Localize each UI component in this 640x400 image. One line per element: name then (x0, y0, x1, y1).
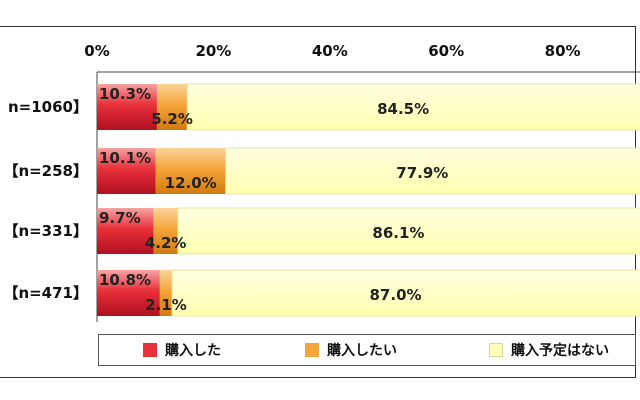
x-tick-label: 60% (428, 42, 464, 60)
category-label: 【n=331】 (3, 222, 88, 240)
legend: 購入した 購入したい 購入予定はない (98, 334, 636, 366)
data-label: 5.2% (151, 110, 193, 128)
data-label: 77.9% (396, 164, 448, 182)
legend-swatch (489, 343, 503, 357)
bar-segment (156, 84, 188, 130)
data-label: 10.3% (99, 85, 151, 103)
bar-segment (97, 270, 160, 316)
bar-segment (177, 207, 640, 255)
bars (97, 83, 640, 317)
data-label: 87.0% (370, 286, 422, 304)
legend-item: 購入した (143, 342, 221, 359)
legend-swatch (143, 343, 157, 357)
data-label: 2.1% (145, 296, 187, 314)
legend-swatch (305, 343, 319, 357)
bar-segment (171, 269, 640, 317)
legend-item: 購入したい (305, 342, 397, 359)
bar-segment (225, 147, 640, 195)
category-label: 【n=471】 (3, 284, 88, 302)
data-label: 86.1% (372, 224, 424, 242)
x-tick-label: 0% (84, 42, 109, 60)
bar-segment (97, 84, 157, 130)
bar-segment (97, 208, 154, 254)
x-tick-label: 40% (312, 42, 348, 60)
bar-segment (155, 148, 226, 194)
data-label: 10.1% (99, 149, 151, 167)
bar-segment (153, 208, 178, 254)
x-tick-label: 20% (195, 42, 231, 60)
chart-frame (0, 26, 636, 378)
data-label: 10.8% (99, 271, 151, 289)
category-label: 【n=258】 (3, 162, 88, 180)
legend-label: 購入したい (327, 343, 397, 359)
bar-segment (186, 83, 640, 131)
legend-label: 購入した (165, 343, 221, 359)
x-tick-label: 80% (545, 42, 581, 60)
bar-segment (159, 270, 173, 316)
data-label: 12.0% (165, 174, 217, 192)
data-label: 9.7% (99, 209, 141, 227)
bar-segment (97, 148, 156, 194)
legend-label: 購入予定はない (511, 343, 609, 359)
category-labels: n=1060】【n=258】【n=331】【n=471】 (3, 98, 88, 302)
data-label: 84.5% (377, 100, 429, 118)
value-labels: 10.3%5.2% 84.5% 10.1% 12.0% 77.9% 9.7%4.2% 86.… (99, 85, 448, 314)
legend-item: 購入予定はない (489, 342, 609, 359)
data-label: 4.2% (145, 234, 187, 252)
category-label: n=1060】 (8, 98, 88, 116)
